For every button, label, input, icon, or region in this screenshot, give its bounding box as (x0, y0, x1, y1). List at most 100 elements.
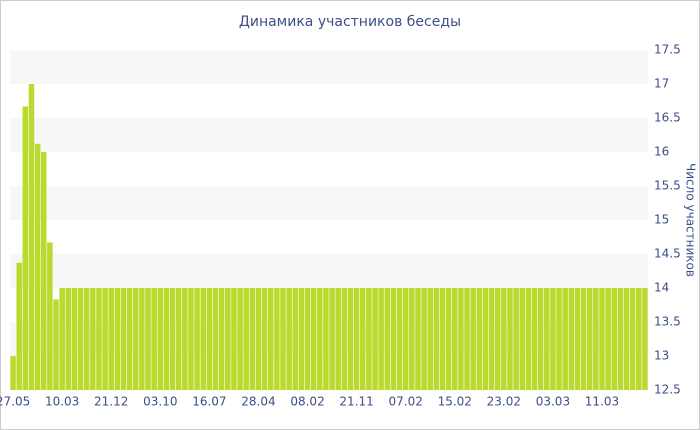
bar (145, 288, 151, 390)
y-tick-label: 13.5 (654, 315, 681, 329)
x-tick-label: 03.03 (536, 395, 570, 409)
bar (96, 288, 102, 390)
bar (501, 288, 507, 390)
bar (439, 288, 446, 390)
bar (175, 288, 182, 390)
bar (218, 288, 225, 390)
bar (402, 288, 409, 390)
bar (237, 288, 243, 390)
bar (599, 288, 605, 390)
bar (396, 288, 403, 390)
bar (212, 288, 219, 390)
bar (310, 288, 317, 390)
y-tick-label: 15.5 (654, 179, 681, 193)
bar (531, 288, 538, 390)
bar (40, 152, 47, 390)
bar (458, 288, 464, 390)
bar (71, 288, 78, 390)
bar (427, 288, 433, 390)
bar (519, 288, 526, 390)
bar (261, 288, 268, 390)
bar (629, 288, 636, 390)
y-tick-label: 16 (654, 145, 669, 159)
bar (359, 288, 366, 390)
x-tick-label: 15.02 (438, 395, 472, 409)
bar (409, 288, 415, 390)
bar (169, 288, 176, 390)
bar (126, 288, 133, 390)
bar (353, 288, 360, 390)
bar (280, 288, 286, 390)
bar (65, 288, 72, 390)
bar (347, 288, 354, 390)
bar (16, 262, 22, 390)
bar (200, 288, 207, 390)
bar (550, 288, 556, 390)
bar (267, 288, 274, 390)
bar (255, 288, 262, 390)
chart-title: Динамика участников беседы (239, 14, 461, 30)
bar (372, 288, 378, 390)
bar (83, 288, 90, 390)
bar (298, 288, 305, 390)
bar (249, 288, 256, 390)
bar (513, 288, 519, 390)
bar (317, 288, 323, 390)
x-tick-label: 08.02 (290, 395, 324, 409)
bar (574, 288, 581, 390)
bar (445, 288, 452, 390)
bar (34, 143, 41, 390)
bar (488, 288, 495, 390)
grid-band (10, 50, 648, 84)
bar (642, 288, 648, 390)
x-tick-label: 27.05 (0, 395, 30, 409)
bar (139, 288, 145, 390)
bar (292, 288, 299, 390)
x-tick-label: 11.03 (585, 395, 619, 409)
bar (132, 288, 139, 390)
y-axis-label: Число участников (684, 163, 698, 277)
bar (556, 288, 562, 390)
grid-band (10, 118, 648, 152)
x-tick-label: 16.07 (192, 395, 226, 409)
y-tick-label: 17 (654, 77, 669, 91)
bar (580, 288, 587, 390)
bar (451, 288, 458, 390)
bar (59, 288, 65, 390)
bar (421, 288, 427, 390)
bar (108, 288, 114, 390)
bar (593, 288, 599, 390)
bar (494, 288, 501, 390)
bar (482, 288, 489, 390)
bar (77, 288, 84, 390)
bar (544, 288, 550, 390)
bar (617, 288, 624, 390)
bar (53, 299, 59, 390)
x-tick-label: 10.03 (45, 395, 79, 409)
bar (384, 288, 391, 390)
bar (90, 288, 96, 390)
y-tick-label: 16.5 (654, 111, 681, 125)
bar (102, 288, 108, 390)
bar (231, 288, 237, 390)
y-tick-label: 14.5 (654, 247, 681, 261)
bar (623, 288, 630, 390)
x-tick-label: 07.02 (389, 395, 423, 409)
bar (605, 288, 611, 390)
bar (274, 288, 280, 390)
y-tick-label: 12.5 (654, 383, 681, 397)
bar (194, 288, 200, 390)
bar (323, 288, 329, 390)
bar (10, 356, 16, 390)
bar (586, 288, 593, 390)
bar (378, 288, 384, 390)
bar (464, 288, 470, 390)
bar (390, 288, 397, 390)
bar (163, 288, 170, 390)
bar (636, 288, 642, 390)
x-tick-label: 03.10 (143, 395, 177, 409)
bar (22, 106, 29, 390)
bar (28, 84, 35, 390)
bar (286, 288, 292, 390)
bar (366, 288, 372, 390)
